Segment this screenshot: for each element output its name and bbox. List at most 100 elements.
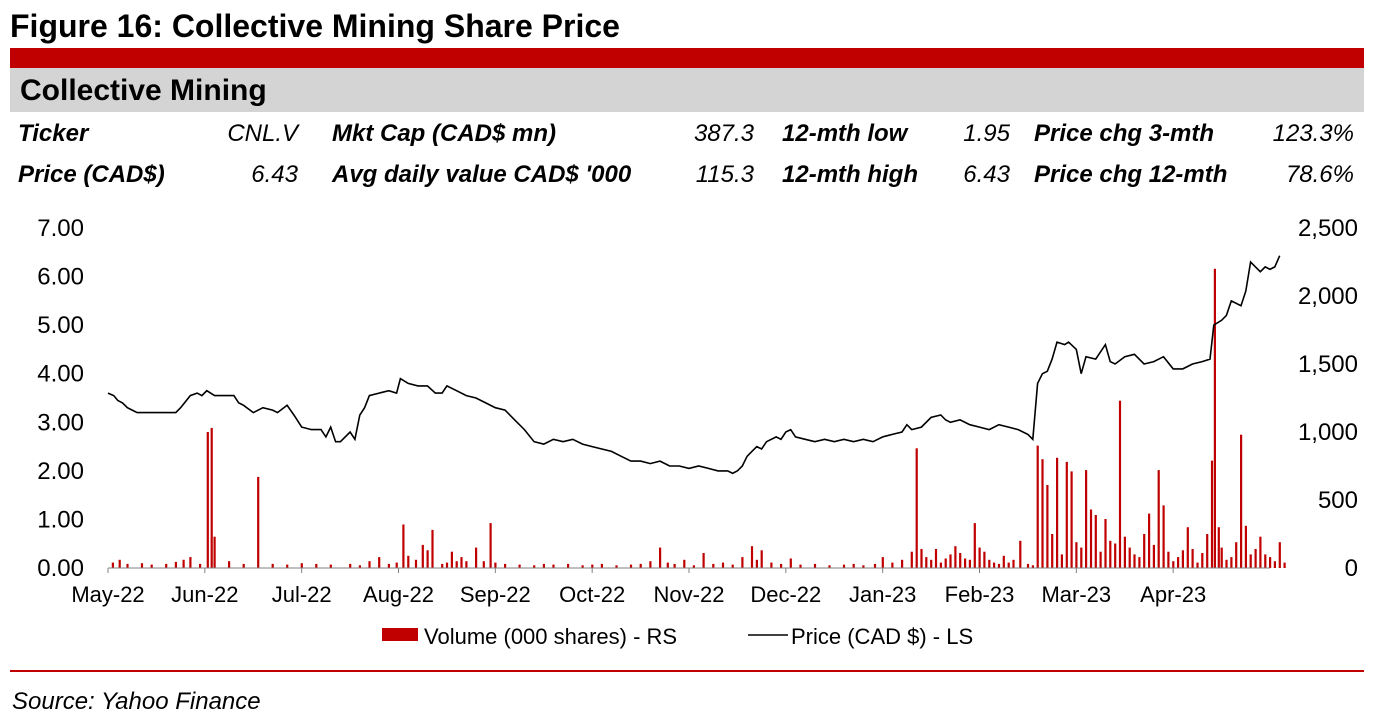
volume-bar: [431, 529, 434, 568]
volume-bar: [1080, 547, 1083, 568]
volume-bar: [1283, 562, 1286, 568]
volume-bar: [673, 563, 676, 568]
volume-bar: [494, 562, 497, 568]
stat-label-price-chg-3m: Price chg 3-mth: [1034, 120, 1215, 147]
volume-bar: [368, 561, 371, 568]
volume-bar: [1012, 559, 1015, 568]
volume-bar: [591, 564, 594, 568]
volume-bar: [1201, 553, 1204, 568]
volume-bar: [581, 565, 584, 568]
volume-bar: [1167, 551, 1170, 568]
x-tick-label: Jul-22: [272, 582, 332, 607]
volume-bar: [1075, 542, 1078, 568]
volume-bar: [683, 559, 686, 568]
volume-bar: [1172, 561, 1175, 568]
volume-bar: [1089, 509, 1093, 568]
volume-bar: [1225, 559, 1228, 568]
volume-bar: [978, 547, 981, 568]
volume-bar: [460, 557, 463, 568]
volume-bar: [533, 565, 536, 568]
volume-bar: [518, 564, 521, 568]
volume-bar: [1254, 549, 1257, 568]
volume-bar: [489, 523, 492, 568]
volume-bar: [692, 565, 695, 568]
volume-bar: [901, 559, 904, 568]
volume-bar: [414, 559, 418, 568]
volume-bars: [111, 268, 1286, 568]
volume-bar: [1206, 534, 1209, 568]
title-underline: [10, 48, 1364, 68]
volume-bar: [1177, 557, 1180, 568]
volume-bar: [862, 565, 865, 568]
right-tick-label: 500: [1318, 487, 1358, 514]
volume-bar: [1114, 543, 1117, 568]
volume-bar: [1031, 565, 1034, 568]
volume-bar: [1217, 527, 1220, 568]
volume-bar: [315, 563, 318, 568]
x-tick-label: Apr-23: [1140, 582, 1206, 607]
volume-bar: [755, 559, 758, 568]
volume-bar: [1264, 554, 1267, 568]
volume-bar: [813, 563, 817, 568]
volume-bar: [1138, 557, 1141, 568]
volume-bar: [959, 553, 962, 568]
volume-bar: [504, 563, 507, 568]
volume-bar: [1019, 540, 1022, 568]
stat-label-avg-daily-value: Avg daily value CAD$ '000: [332, 161, 632, 188]
x-tick-label: Feb-23: [945, 582, 1015, 607]
stat-value-mkt-cap: 387.3: [693, 120, 754, 147]
volume-bar: [930, 559, 933, 568]
volume-bar: [542, 563, 545, 568]
volume-bar: [206, 432, 209, 568]
x-tick-label: Mar-23: [1041, 582, 1111, 607]
volume-bar: [1152, 544, 1155, 568]
volume-bar: [1259, 536, 1262, 568]
volume-bar: [702, 553, 705, 568]
left-tick-label: 7.00: [37, 215, 84, 242]
volume-bar: [465, 561, 468, 568]
volume-bar: [349, 563, 352, 568]
volume-bar: [407, 555, 410, 568]
volume-bar: [242, 563, 245, 568]
volume-bar: [395, 562, 398, 568]
volume-bar: [189, 557, 192, 568]
source-note: Source: Yahoo Finance: [12, 688, 261, 715]
panel-title: Collective Mining: [20, 74, 267, 107]
volume-bar: [450, 551, 453, 568]
volume-bar: [731, 564, 734, 568]
volume-bar: [649, 561, 652, 568]
volume-bar: [1026, 563, 1030, 568]
volume-bar: [750, 546, 754, 568]
figure-title: Figure 16: Collective Mining Share Price: [10, 8, 620, 44]
volume-bar: [1230, 557, 1233, 568]
volume-bar: [954, 546, 957, 568]
x-axis-ticks: May-22 Jun-22 Jul-22 Aug-22 Sep-22 Oct-22 Nov-…: [71, 568, 1206, 607]
bottom-rule: [10, 670, 1364, 672]
volume-bar: [1036, 445, 1039, 568]
stat-label-price: Price (CAD$): [18, 161, 165, 188]
volume-bar: [1213, 268, 1216, 568]
volume-bar: [455, 561, 458, 568]
volume-bar: [1002, 555, 1005, 568]
left-tick-label: 6.00: [37, 264, 84, 291]
volume-bar: [1186, 527, 1189, 568]
volume-bar: [271, 563, 274, 568]
volume-bar: [615, 565, 618, 568]
volume-bar: [1269, 557, 1272, 568]
stat-label-12m-high: 12-mth high: [782, 161, 918, 188]
volume-bar: [915, 448, 918, 568]
volume-bar: [949, 554, 952, 568]
volume-bar: [445, 562, 449, 568]
stat-value-price-chg-3m: 123.3%: [1272, 120, 1354, 147]
volume-bar: [257, 476, 260, 568]
stat-value-ticker: CNL.V: [227, 120, 298, 147]
volume-bar: [799, 564, 802, 568]
volume-bar: [441, 563, 444, 568]
share-price-chart: 0.00 1.00 2.00 3.00 4.00 5.00 6.00 7.00 0 500 1,0…: [37, 215, 1358, 649]
volume-bar: [1244, 525, 1247, 568]
volume-bar: [1162, 505, 1165, 568]
stat-value-avg-daily-value: 115.3: [695, 161, 754, 188]
left-tick-label: 0.00: [37, 555, 84, 582]
volume-bar: [286, 564, 289, 568]
volume-bar: [988, 559, 991, 568]
